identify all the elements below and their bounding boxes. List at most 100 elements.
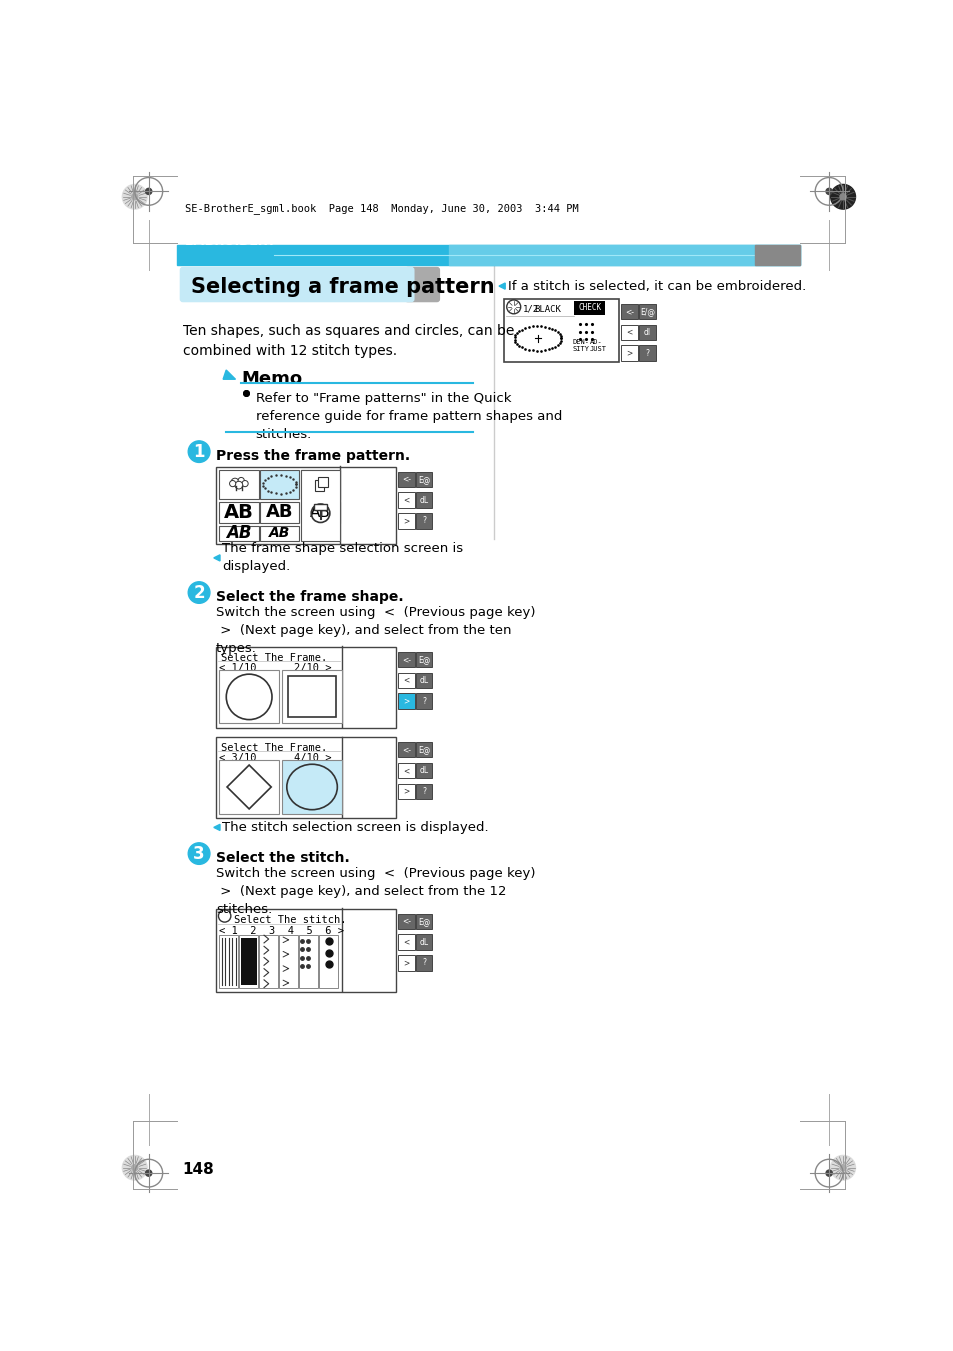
Bar (397, 493, 415, 508)
Text: 4/10 >: 4/10 > (294, 754, 331, 763)
Text: EMBROIDERY: EMBROIDERY (185, 235, 276, 249)
Bar (397, 471, 415, 488)
Bar (282, 761, 341, 813)
Text: <: < (403, 938, 409, 947)
Text: AB: AB (266, 504, 294, 521)
Bar (318, 477, 327, 488)
Circle shape (238, 477, 244, 484)
Bar (260, 470, 299, 499)
Bar (397, 513, 415, 528)
Circle shape (234, 481, 242, 489)
Circle shape (830, 1155, 855, 1179)
Circle shape (188, 582, 210, 604)
Circle shape (122, 1155, 147, 1179)
Text: BLACK: BLACK (534, 304, 560, 313)
Circle shape (146, 188, 152, 195)
Bar (279, 935, 298, 988)
Bar (416, 763, 432, 778)
Bar (397, 742, 415, 758)
Circle shape (840, 193, 845, 200)
Polygon shape (213, 824, 220, 831)
Text: Press the frame pattern.: Press the frame pattern. (216, 450, 410, 463)
Text: E@: E@ (417, 655, 430, 665)
Bar (219, 935, 238, 988)
Bar (639, 346, 655, 361)
Text: ?: ? (422, 516, 426, 526)
Text: dL: dL (419, 766, 428, 775)
Text: AB: AB (269, 527, 290, 540)
Text: E@: E@ (417, 746, 430, 754)
Polygon shape (498, 282, 505, 289)
Text: <: < (403, 766, 409, 775)
Text: 2/10 >: 2/10 > (294, 663, 331, 673)
Text: <-: <- (401, 474, 411, 484)
Text: ?: ? (422, 958, 426, 967)
Bar (397, 913, 415, 929)
Polygon shape (213, 555, 220, 561)
Text: 2: 2 (193, 584, 205, 601)
Text: The stitch selection screen is displayed.: The stitch selection screen is displayed… (222, 821, 489, 834)
Bar (416, 651, 432, 667)
Bar (416, 742, 432, 758)
Text: 148: 148 (183, 1162, 214, 1177)
Text: ?: ? (645, 349, 649, 358)
Bar (260, 526, 299, 540)
Text: AB: AB (310, 505, 331, 520)
Bar (239, 935, 258, 988)
Text: <: < (403, 496, 409, 505)
Circle shape (825, 1170, 831, 1177)
Text: Select The Frame.: Select The Frame. (220, 743, 327, 754)
Bar (416, 471, 432, 488)
Circle shape (242, 481, 248, 486)
Bar (177, 246, 800, 265)
Text: SE-BrotherE_sgml.book  Page 148  Monday, June 30, 2003  3:44 PM: SE-BrotherE_sgml.book Page 148 Monday, J… (185, 203, 578, 213)
FancyBboxPatch shape (404, 267, 439, 303)
Bar (318, 935, 337, 988)
Circle shape (122, 185, 147, 209)
Text: >: > (626, 349, 632, 358)
Bar (416, 935, 432, 950)
Bar (504, 299, 618, 362)
Text: DEN-
SITY: DEN- SITY (572, 339, 589, 353)
Text: < 1/10: < 1/10 (219, 663, 256, 673)
Bar (259, 935, 278, 988)
Bar (300, 470, 340, 499)
Circle shape (230, 481, 235, 486)
Text: Switch the screen using  <  (Previous page key)
 >  (Next page key), and select : Switch the screen using < (Previous page… (216, 605, 535, 655)
Bar (416, 913, 432, 929)
Bar (620, 304, 637, 319)
Text: AB: AB (224, 503, 253, 521)
Text: <-: <- (624, 307, 634, 316)
Bar (639, 324, 655, 340)
Bar (219, 761, 279, 813)
Text: < 3/10: < 3/10 (219, 754, 256, 763)
Polygon shape (223, 370, 235, 380)
Text: >: > (403, 516, 409, 526)
Bar (397, 763, 415, 778)
Text: Select The Frame.: Select The Frame. (220, 654, 327, 663)
Bar (416, 955, 432, 970)
Bar (314, 504, 326, 511)
Text: dL: dL (419, 496, 428, 505)
Bar (397, 673, 415, 688)
Bar (416, 493, 432, 508)
Text: Memo: Memo (241, 370, 302, 388)
Bar (216, 909, 395, 992)
Bar (620, 346, 637, 361)
Bar (397, 651, 415, 667)
Text: <: < (403, 676, 409, 685)
Text: E/@: E/@ (639, 307, 654, 316)
Bar (219, 501, 258, 523)
Text: 1/2: 1/2 (522, 304, 538, 313)
Bar (397, 784, 415, 798)
Text: AD-
JUST: AD- JUST (589, 339, 606, 353)
Bar (288, 677, 335, 717)
Bar (397, 935, 415, 950)
Bar (300, 470, 340, 540)
Text: 1: 1 (193, 443, 205, 461)
Bar (219, 526, 258, 540)
Text: >: > (403, 958, 409, 967)
Bar (416, 513, 432, 528)
Bar (314, 480, 324, 490)
Bar (416, 673, 432, 688)
